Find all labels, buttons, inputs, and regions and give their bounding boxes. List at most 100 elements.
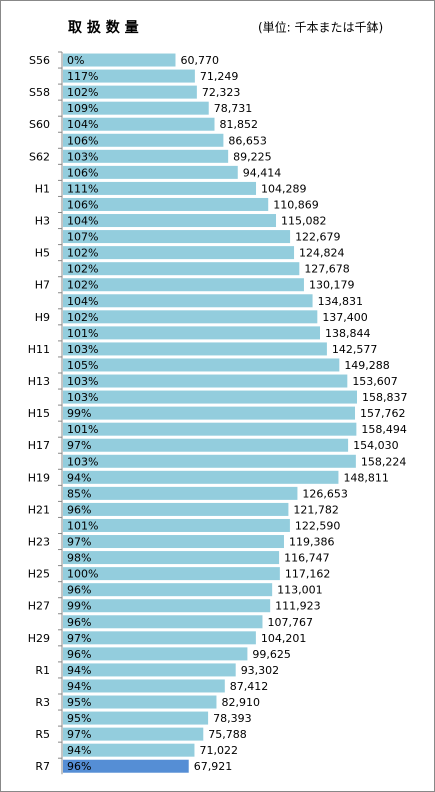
value-label: 104,201 xyxy=(261,632,307,645)
ratio-label: 103% xyxy=(67,150,98,163)
bar xyxy=(63,502,289,516)
value-label: 87,412 xyxy=(230,680,268,693)
y-tick-label: H27 xyxy=(28,600,50,613)
bar xyxy=(63,486,298,500)
value-label: 117,162 xyxy=(285,568,331,581)
y-tick-label: S62 xyxy=(29,150,50,163)
value-label: 81,852 xyxy=(220,118,259,131)
ratio-label: 96% xyxy=(67,503,91,516)
bar xyxy=(63,101,209,115)
value-label: 71,249 xyxy=(200,70,239,83)
bar xyxy=(63,278,304,292)
value-label: 124,824 xyxy=(299,247,345,260)
value-label: 78,393 xyxy=(213,712,252,725)
ratio-label: 101% xyxy=(67,519,98,532)
y-tick-label: S60 xyxy=(29,118,50,131)
ratio-label: 97% xyxy=(67,439,91,452)
value-label: 138,844 xyxy=(325,327,371,340)
ratio-label: 104% xyxy=(67,215,98,228)
ratio-label: 104% xyxy=(67,295,98,308)
bar xyxy=(63,69,195,83)
bar xyxy=(63,567,280,581)
ratio-label: 102% xyxy=(67,263,98,276)
ratio-label: 117% xyxy=(67,70,98,83)
ratio-label: 94% xyxy=(67,471,91,484)
value-label: 75,788 xyxy=(208,728,247,741)
chart-title: 取 扱 数 量 xyxy=(68,19,139,36)
ratio-label: 106% xyxy=(67,134,98,147)
value-label: 89,225 xyxy=(233,150,271,163)
y-tick-label: R5 xyxy=(35,728,50,741)
bar xyxy=(63,438,349,452)
ratio-label: 94% xyxy=(67,680,91,693)
ratio-label: 95% xyxy=(67,712,91,725)
bar xyxy=(63,149,229,163)
y-tick-label: H3 xyxy=(35,215,50,228)
bar xyxy=(63,615,263,629)
bar xyxy=(63,470,339,484)
ratio-label: 106% xyxy=(67,166,98,179)
value-label: 110,869 xyxy=(273,198,319,211)
value-label: 148,811 xyxy=(343,471,389,484)
y-tick-label: S58 xyxy=(29,86,50,99)
bar xyxy=(63,759,189,773)
bar xyxy=(63,374,348,388)
value-label: 122,679 xyxy=(295,231,341,244)
value-label: 93,302 xyxy=(241,664,280,677)
y-tick-label: R7 xyxy=(35,760,50,773)
ratio-label: 98% xyxy=(67,552,91,565)
y-tick-label: H9 xyxy=(35,311,50,324)
ratio-label: 109% xyxy=(67,102,98,115)
y-tick-label: H19 xyxy=(28,471,50,484)
value-label: 149,288 xyxy=(344,359,390,372)
ratio-label: 99% xyxy=(67,407,91,420)
value-label: 158,224 xyxy=(361,455,407,468)
y-tick-label: R1 xyxy=(35,664,50,677)
value-label: 121,782 xyxy=(293,503,339,516)
bar xyxy=(63,406,356,420)
y-tick-label: H11 xyxy=(28,343,50,356)
value-label: 130,179 xyxy=(309,279,355,292)
ratio-label: 101% xyxy=(67,327,98,340)
value-label: 122,590 xyxy=(295,519,341,532)
bar xyxy=(63,53,176,67)
bar xyxy=(63,133,224,147)
bar xyxy=(63,422,357,436)
value-label: 60,770 xyxy=(180,54,219,67)
ratio-label: 94% xyxy=(67,744,91,757)
bar xyxy=(63,727,204,741)
ratio-label: 102% xyxy=(67,86,98,99)
y-tick-label: H15 xyxy=(28,407,50,420)
bar xyxy=(63,663,236,677)
bar xyxy=(63,326,320,340)
ratio-label: 102% xyxy=(67,311,98,324)
bar xyxy=(63,695,217,709)
bar xyxy=(63,246,295,260)
bar xyxy=(63,230,291,244)
value-label: 104,289 xyxy=(261,182,307,195)
ratio-label: 102% xyxy=(67,247,98,260)
value-label: 107,767 xyxy=(267,616,313,629)
bar xyxy=(63,631,256,645)
bar xyxy=(63,294,313,308)
ratio-label: 99% xyxy=(67,600,91,613)
bar xyxy=(63,85,197,99)
bar xyxy=(63,551,280,565)
value-label: 127,678 xyxy=(304,263,350,276)
value-label: 94,414 xyxy=(243,166,282,179)
y-tick-label: H29 xyxy=(28,632,50,645)
y-tick-label: H5 xyxy=(35,247,50,260)
value-label: 115,082 xyxy=(281,215,327,228)
y-tick-label: H1 xyxy=(35,182,50,195)
bar xyxy=(63,535,284,549)
ratio-label: 111% xyxy=(67,182,98,195)
bar xyxy=(63,310,318,324)
ratio-label: 96% xyxy=(67,584,91,597)
value-label: 71,022 xyxy=(199,744,238,757)
ratio-label: 0% xyxy=(67,54,84,67)
bar xyxy=(63,390,357,404)
bar xyxy=(63,679,225,693)
value-label: 116,747 xyxy=(284,552,330,565)
